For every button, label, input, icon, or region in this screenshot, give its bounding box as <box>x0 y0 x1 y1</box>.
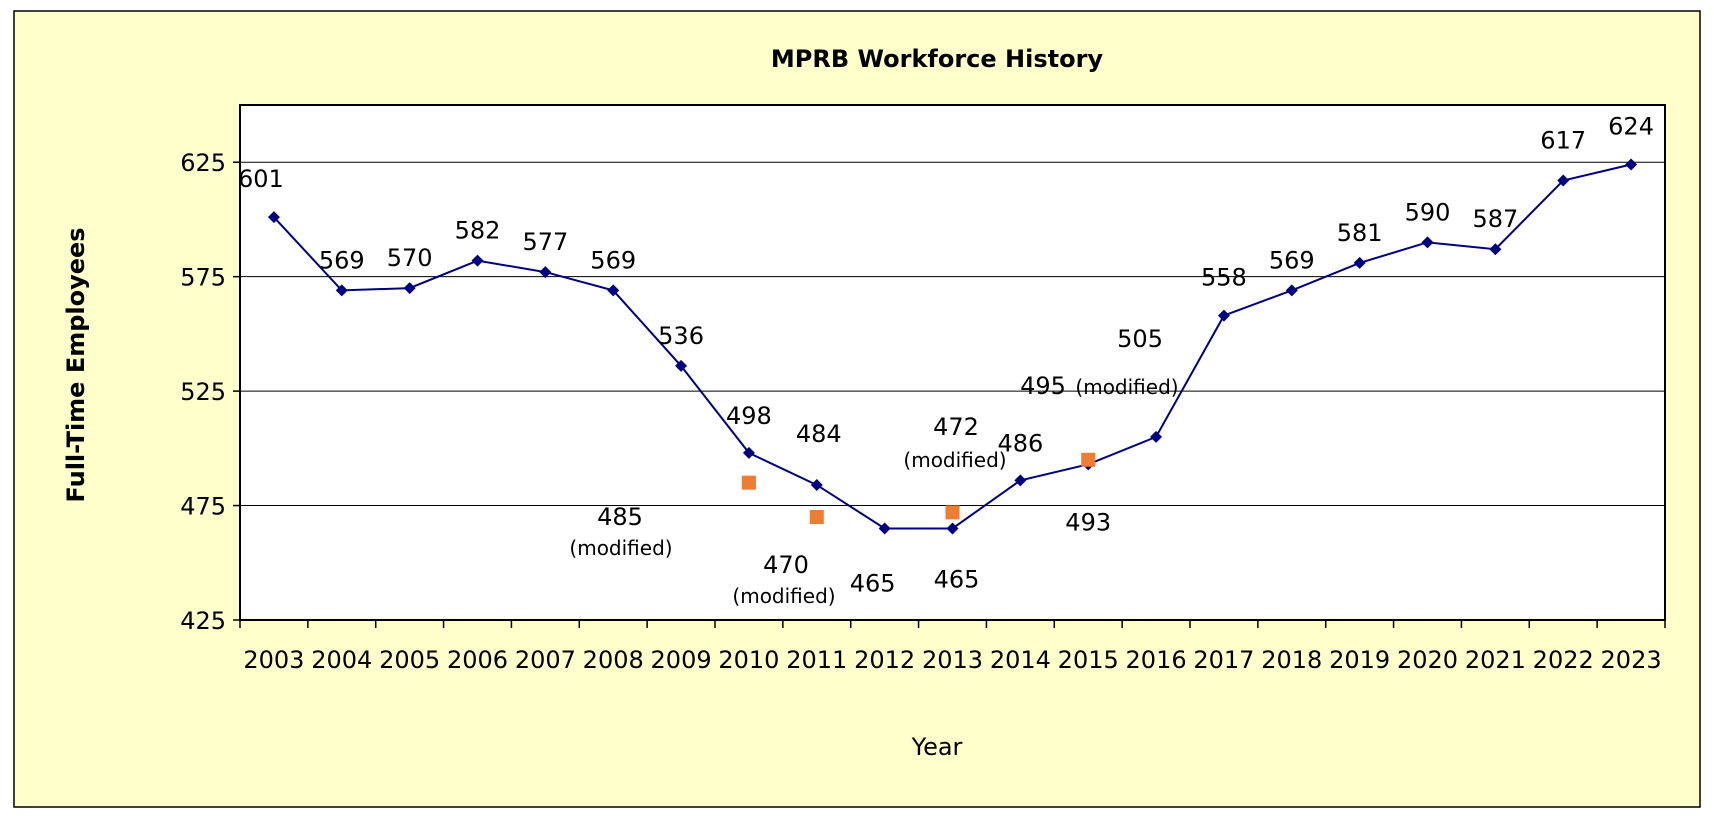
data-label-2015: 493 <box>1065 508 1111 536</box>
data-labels: 601 569 570 582 577 569 536 498 484 465 465 486 493 5… <box>238 113 1654 608</box>
x-tick-label-2020: 2020 <box>1397 646 1458 674</box>
x-axis-title: Year <box>911 733 963 761</box>
marker-diamond-2009 <box>675 359 688 372</box>
y-tick-label-425: 425 <box>180 607 226 635</box>
marker-diamond-2005 <box>403 282 416 295</box>
data-label-2005: 570 <box>387 244 433 272</box>
series-markers <box>267 158 1638 535</box>
data-label-2021: 587 <box>1472 205 1518 233</box>
marker-diamond-2017 <box>1217 309 1230 322</box>
x-tick-label-2005: 2005 <box>379 646 440 674</box>
data-label-2011: 484 <box>796 420 842 448</box>
data-label-2018: 569 <box>1269 246 1315 274</box>
marker-diamond-2020 <box>1421 236 1434 249</box>
x-tick-label-2010: 2010 <box>718 646 779 674</box>
x-tick-label-2006: 2006 <box>447 646 508 674</box>
marker-square-2015 <box>1081 452 1096 467</box>
data-label-2004: 569 <box>319 246 365 274</box>
marker-diamond-2012 <box>878 522 891 535</box>
modified-value-label-2010: 485 <box>597 503 643 531</box>
marker-diamond-2018 <box>1285 284 1298 297</box>
data-label-2012: 465 <box>850 569 896 597</box>
x-tick-label-2012: 2012 <box>854 646 915 674</box>
data-label-2013: 465 <box>934 565 980 593</box>
modified-note-label-2011: (modified) <box>732 584 835 608</box>
marker-square-2011 <box>809 510 824 524</box>
data-label-2014: 486 <box>997 429 1043 457</box>
modified-note-label-2010: (modified) <box>569 536 672 560</box>
x-tick-label-2022: 2022 <box>1533 646 1594 674</box>
data-label-2003: 601 <box>238 165 284 193</box>
x-tick-label-2017: 2017 <box>1193 646 1254 674</box>
x-tick-label-2003: 2003 <box>243 646 304 674</box>
modified-value-label-2013: 472 <box>933 413 979 441</box>
marker-diamond-2022 <box>1557 174 1570 187</box>
data-label-2009: 536 <box>658 322 704 350</box>
marker-diamond-2014 <box>1014 474 1027 487</box>
modified-note-label-2013: (modified) <box>903 448 1006 472</box>
marker-diamond-2013 <box>946 522 959 535</box>
x-tick-label-2013: 2013 <box>922 646 983 674</box>
data-label-2016: 505 <box>1117 325 1163 353</box>
marker-diamond-2006 <box>471 254 484 267</box>
x-tick-label-2014: 2014 <box>990 646 1051 674</box>
data-label-2020: 590 <box>1405 198 1451 226</box>
marker-diamond-2016 <box>1150 430 1163 443</box>
x-tick-label-2023: 2023 <box>1601 646 1662 674</box>
x-tick-label-2021: 2021 <box>1465 646 1526 674</box>
data-label-2007: 577 <box>522 228 568 256</box>
y-tick-label-525: 525 <box>180 378 226 406</box>
x-tick-label-2018: 2018 <box>1261 646 1322 674</box>
data-label-2019: 581 <box>1337 219 1383 247</box>
y-tick-label-625: 625 <box>180 149 226 177</box>
data-label-2008: 569 <box>590 246 636 274</box>
modified-note-label-2015: (modified) <box>1075 375 1178 399</box>
modified-value-label-2011: 470 <box>763 551 809 579</box>
marker-square-2013 <box>945 505 960 520</box>
marker-diamond-2011 <box>810 478 823 491</box>
x-tick-label-2019: 2019 <box>1329 646 1390 674</box>
x-tick-label-2011: 2011 <box>786 646 847 674</box>
data-label-2023: 624 <box>1608 113 1654 141</box>
data-label-2010: 498 <box>726 402 772 430</box>
x-axis-ticks: 2003 2004 2005 2006 2007 2008 2009 2010 2011 2012… <box>239 620 1666 674</box>
marker-diamond-2003 <box>267 211 280 224</box>
marker-diamond-2021 <box>1489 243 1502 256</box>
marker-diamond-2007 <box>539 266 552 279</box>
data-label-2006: 582 <box>455 217 501 245</box>
modified-value-label-2015: 495 <box>1020 372 1066 400</box>
marker-diamond-2008 <box>607 284 620 297</box>
y-axis-title: Full-Time Employees <box>62 227 90 502</box>
x-tick-label-2008: 2008 <box>583 646 644 674</box>
x-tick-label-2004: 2004 <box>311 646 372 674</box>
x-tick-label-2016: 2016 <box>1126 646 1187 674</box>
chart-title: MPRB Workforce History <box>771 45 1104 73</box>
plot-area <box>239 104 1666 621</box>
data-label-2017: 558 <box>1201 264 1247 292</box>
marker-diamond-2004 <box>335 284 348 297</box>
y-tick-label-575: 575 <box>180 264 226 292</box>
x-tick-label-2009: 2009 <box>651 646 712 674</box>
marker-square-2010 <box>741 475 756 490</box>
x-tick-label-2015: 2015 <box>1058 646 1119 674</box>
y-tick-label-475: 475 <box>180 493 226 521</box>
marker-diamond-2010 <box>742 446 755 459</box>
marker-diamond-2023 <box>1625 158 1638 171</box>
data-label-2022: 617 <box>1540 127 1586 155</box>
x-tick-label-2007: 2007 <box>515 646 576 674</box>
marker-diamond-2019 <box>1353 256 1366 269</box>
y-axis-ticks: 425 475 525 575 625 <box>180 149 240 635</box>
